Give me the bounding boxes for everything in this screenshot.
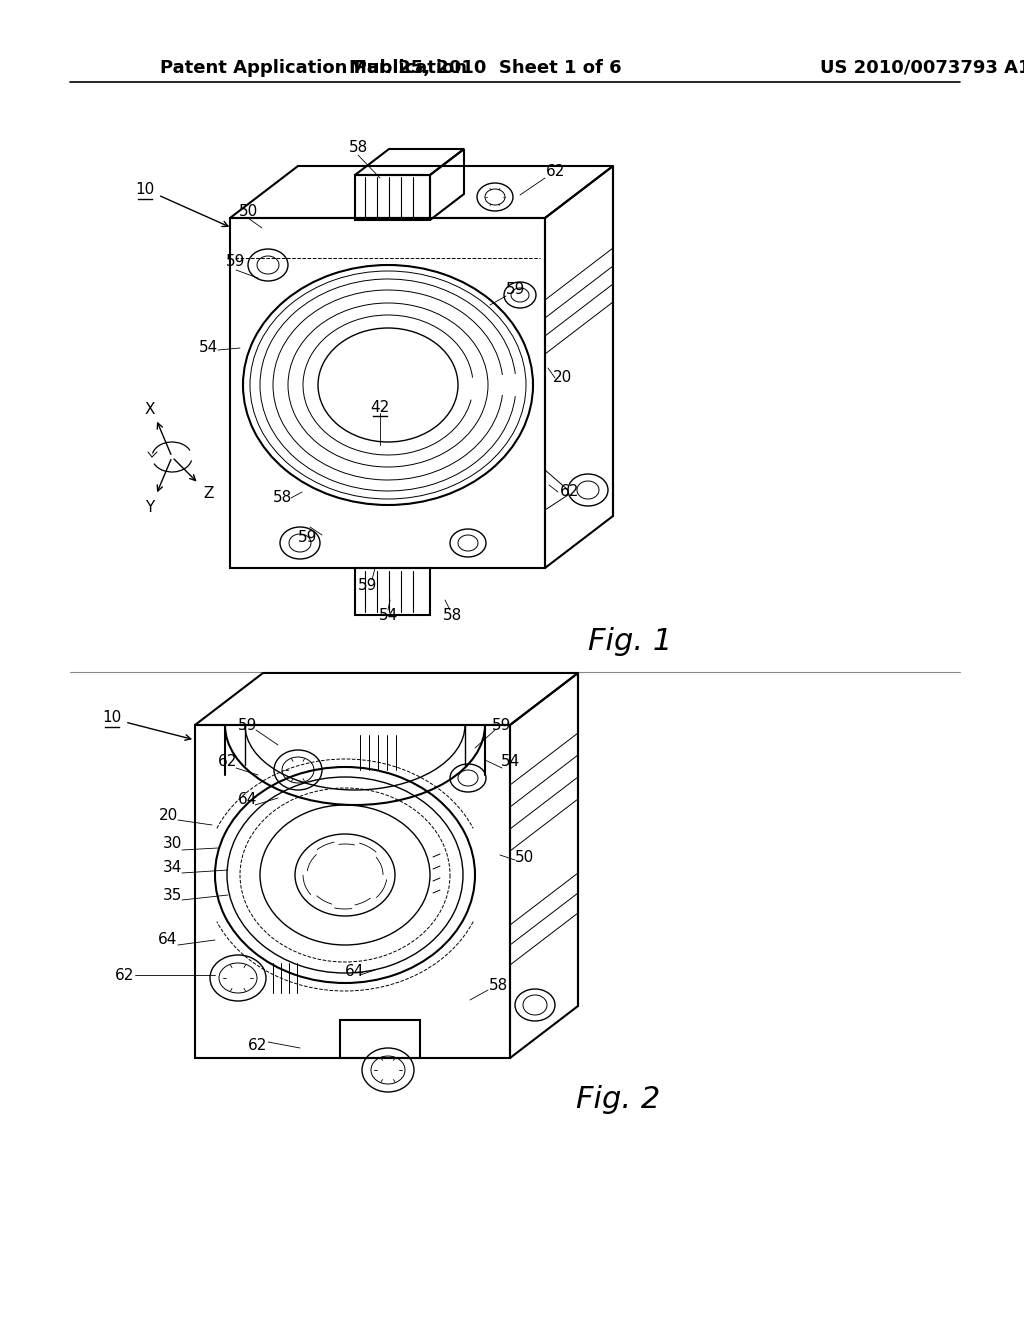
Text: 54: 54 — [199, 341, 218, 355]
Text: 59: 59 — [298, 531, 317, 545]
Text: Fig. 2: Fig. 2 — [575, 1085, 660, 1114]
Text: Patent Application Publication: Patent Application Publication — [160, 59, 467, 77]
Text: 62: 62 — [116, 968, 135, 982]
Text: 58: 58 — [488, 978, 508, 993]
Text: Z: Z — [203, 486, 214, 500]
Text: 59: 59 — [239, 718, 258, 733]
Text: 64: 64 — [159, 932, 178, 948]
Text: 20: 20 — [159, 808, 177, 822]
Text: 50: 50 — [515, 850, 535, 866]
Text: 59: 59 — [226, 255, 246, 269]
Text: 59: 59 — [493, 718, 512, 733]
Text: 54: 54 — [379, 607, 397, 623]
Text: 62: 62 — [218, 755, 238, 770]
Text: 35: 35 — [163, 887, 181, 903]
Text: 10: 10 — [102, 710, 122, 726]
Text: 62: 62 — [547, 165, 565, 180]
Text: 62: 62 — [248, 1038, 267, 1052]
Text: US 2010/0073793 A1: US 2010/0073793 A1 — [820, 59, 1024, 77]
Text: X: X — [144, 401, 156, 417]
Text: 58: 58 — [273, 491, 293, 506]
Text: Mar. 25, 2010  Sheet 1 of 6: Mar. 25, 2010 Sheet 1 of 6 — [349, 59, 622, 77]
Text: Y: Y — [145, 499, 155, 515]
Text: 54: 54 — [501, 755, 519, 770]
Text: 58: 58 — [348, 140, 368, 154]
Text: 64: 64 — [239, 792, 258, 808]
Text: Fig. 1: Fig. 1 — [588, 627, 672, 656]
Text: 50: 50 — [239, 205, 258, 219]
Text: 59: 59 — [358, 578, 378, 593]
Text: 64: 64 — [345, 965, 365, 979]
Text: 10: 10 — [135, 182, 155, 198]
Text: 34: 34 — [163, 861, 181, 875]
Text: 42: 42 — [371, 400, 389, 414]
Text: 59: 59 — [506, 282, 525, 297]
Text: 62: 62 — [560, 484, 580, 499]
Text: 58: 58 — [443, 607, 463, 623]
Text: 30: 30 — [163, 836, 181, 850]
Text: 20: 20 — [552, 371, 571, 385]
